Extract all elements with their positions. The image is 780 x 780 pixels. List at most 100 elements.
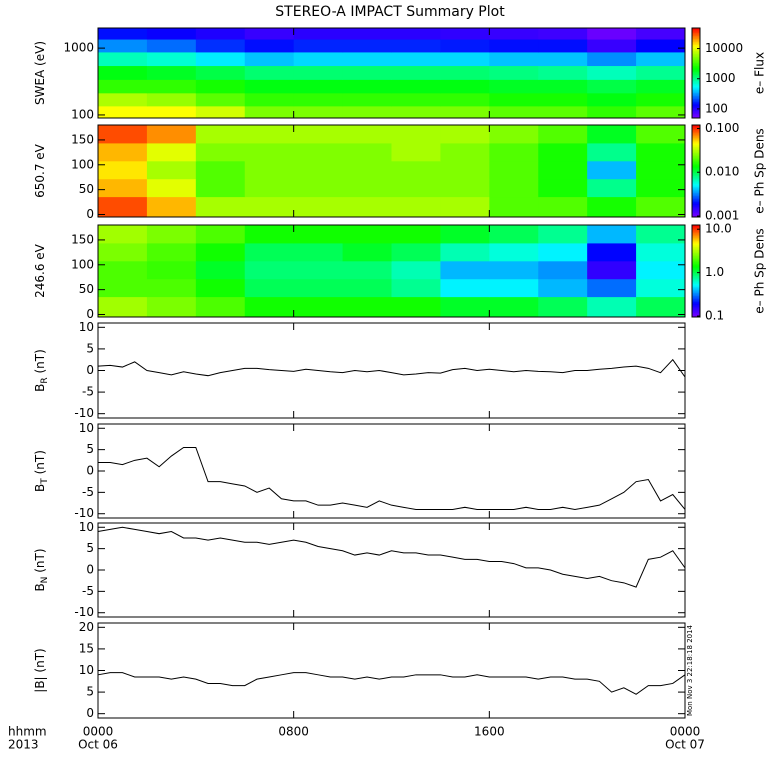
heatmap-cell [391,160,441,180]
heatmap-cell [587,105,637,119]
heatmap-cell [636,28,686,40]
colorbar-segment [692,50,700,53]
y-tick-label: 150 [71,132,94,146]
colorbar-segment [692,80,700,83]
timestamp: Mon Nov 3 22:18:18 2014 [686,624,694,716]
colorbar-segment [692,47,700,50]
heatmap-cell [146,79,197,94]
colorbar-segment [692,303,700,306]
heatmap-cell [391,28,441,40]
heatmap-cell [636,160,686,180]
colorbar-segment [692,289,700,292]
colorbar-segment [692,82,700,84]
colorbar-segment [692,44,700,47]
heatmap-cell [587,278,637,298]
colorbar-segment [692,215,700,218]
heatmap-cell [146,65,197,80]
heatmap-cell [489,142,539,162]
heatmap-cell [342,65,392,80]
y-axis-label: 246.6 eV [33,243,47,298]
y-axis-label-main: 650.7 eV [33,143,47,198]
y-tick-label: 150 [71,232,94,246]
heatmap-cell [489,92,539,107]
colorbar-segment [692,103,700,105]
heatmap-cell [244,260,295,280]
y-tick-label: -10 [74,605,94,619]
colorbar-segment [692,104,700,107]
heatmap-cell [538,65,588,80]
heatmap-cell [587,242,637,262]
y-tick-label: 0 [86,207,94,221]
y-tick-label: 5 [86,442,94,456]
heatmap-cell [98,39,148,53]
heatmap-cell [489,51,539,67]
colorbar-segment [692,58,700,60]
heatmap-cell [195,28,246,40]
colorbar-segment [692,269,700,272]
heatmap-cell [244,39,295,53]
colorbar-segment [692,244,700,247]
colorbar-segment [692,309,700,312]
heatmap-cell [146,51,197,67]
y-tick-label: 0 [86,706,94,720]
y-axis-label-sub: T [40,478,50,485]
y-tick-label: -5 [82,584,94,598]
y-tick-label: 10 [79,421,94,435]
colorbar-segment [692,274,700,277]
heatmap-cell [195,260,246,280]
colorbar-segment [692,258,700,261]
heatmap-cell [342,225,392,244]
y-axis-label-sub: N [40,577,50,584]
colorbar-segment [692,126,700,129]
heatmap-cell [587,28,637,40]
colorbar-segment [692,149,700,152]
colorbar-segment [692,186,700,189]
y-axis-label-main: B [33,583,47,591]
colorbar-segment [692,194,700,197]
y-tick-label: 50 [79,282,94,296]
y-tick-label: -5 [82,385,94,399]
heatmap-cell [195,51,246,67]
heatmap-cell [538,196,588,218]
colorbar-segment [692,86,700,89]
y-axis-label: SWEA (eV) [33,41,47,105]
heatmap-cell [489,125,539,144]
heatmap-cell [538,51,588,67]
heatmap-cell [391,296,441,318]
heatmap-cell [489,225,539,244]
heatmap-cell [636,242,686,262]
heatmap-cell [98,142,148,162]
colorbar-segment [692,91,700,93]
heatmap-cell [98,278,148,298]
colorbar-segment [692,164,700,167]
colorbar-segment [692,198,700,201]
colorbar-segment [692,137,700,140]
colorbar-frame [691,224,701,318]
heatmap-cell [98,105,148,119]
heatmap-cell [440,278,490,298]
colorbar-segment [692,109,700,111]
y-axis-label-unit: (nT) [33,548,47,576]
colorbar-label: e– Ph Sp Dens [753,228,767,313]
heatmap-cell [489,65,539,80]
colorbar-segment [692,225,700,228]
colorbar-segment [692,197,700,200]
y-tick-label: -10 [74,506,94,520]
heatmap-cell [440,79,490,94]
colorbar-segment [692,237,700,240]
heatmap-cell [391,178,441,198]
colorbar-segment [692,200,700,203]
heatmap-cell [195,142,246,162]
colorbar-segment [692,92,700,95]
colorbar-segment [692,261,700,264]
date-label: Oct 07 [665,738,705,752]
heatmap-cell [538,278,588,298]
colorbar-segment [692,138,700,141]
data-line [97,358,686,378]
heatmap-cell [293,28,344,40]
colorbar-segment [692,166,700,169]
colorbar-segment [692,32,700,35]
heatmap-cell [293,92,344,107]
heatmap-cell [293,242,344,262]
